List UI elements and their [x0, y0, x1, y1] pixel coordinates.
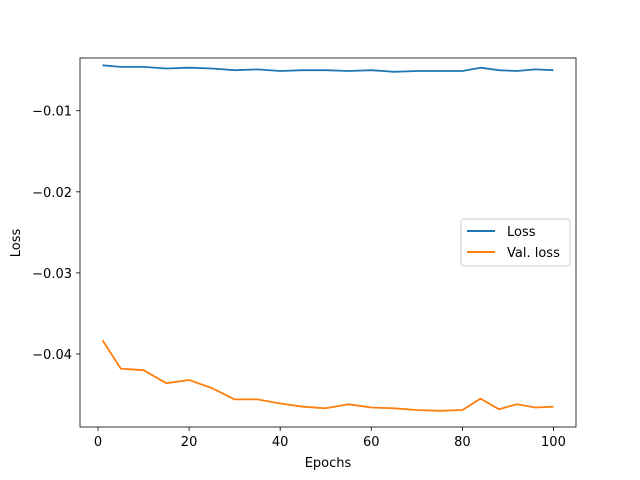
x-tick-label: 40: [272, 435, 289, 450]
y-tick-label: −0.01: [32, 105, 72, 120]
legend-label-val-loss: Val. loss: [507, 246, 560, 261]
y-axis-label: Loss: [9, 229, 24, 258]
y-ticks: −0.01 −0.02 −0.03 −0.04: [32, 105, 80, 363]
legend: Loss Val. loss: [460, 218, 571, 267]
plot-lines: [101, 64, 554, 412]
series-line-loss: [102, 64, 554, 73]
y-tick-label: −0.02: [32, 186, 72, 201]
legend-label-loss: Loss: [507, 225, 536, 240]
plot-frame: [79, 57, 577, 428]
x-ticks: 0 20 40 60 80 100: [94, 427, 566, 450]
series-line-val-loss: [101, 339, 554, 412]
x-tick-label: 80: [454, 435, 471, 450]
x-tick-label: 60: [363, 435, 380, 450]
y-tick-label: −0.04: [32, 348, 72, 363]
x-tick-label: 20: [181, 435, 198, 450]
x-tick-label: 0: [94, 435, 102, 450]
y-tick-label: −0.03: [32, 267, 72, 282]
x-axis-label: Epochs: [305, 456, 352, 471]
x-tick-label: 100: [541, 435, 566, 450]
